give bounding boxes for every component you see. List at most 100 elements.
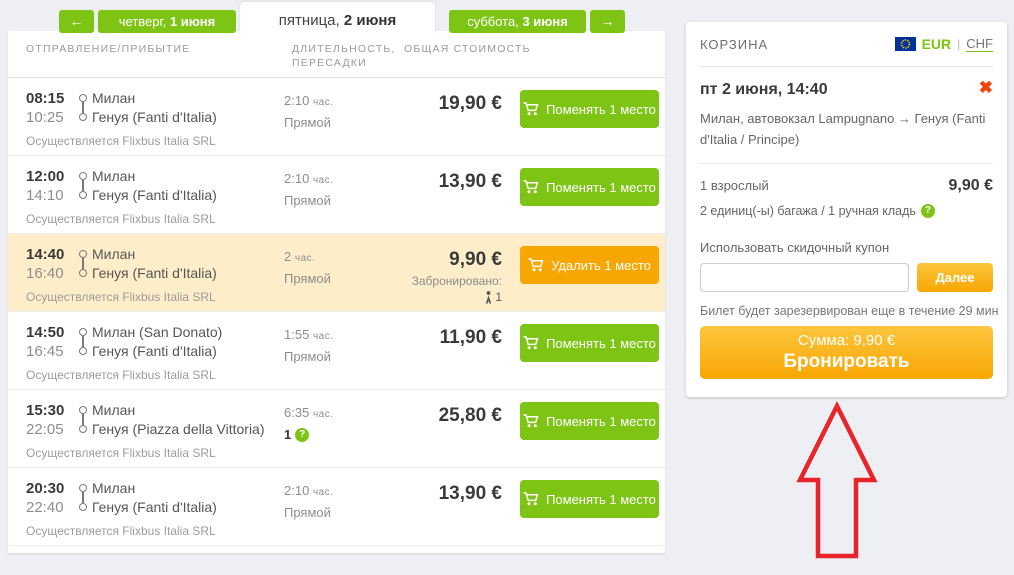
tab-date-label: 3 июня [522,14,568,29]
departure-time: 12:00 [26,168,65,185]
departure-time: 08:15 [26,90,65,107]
arrival-stop: Генуя (Fanti d'Italia) [92,109,217,125]
departure-stop: Милан [92,90,136,106]
booked-count: 1 [388,290,502,304]
next-day-button[interactable]: → [590,10,625,33]
remove-item-icon[interactable]: ✖ [978,78,993,97]
departure-stop: Милан [92,168,136,184]
cart-icon [523,180,539,194]
transfer-info: Прямой ? [284,349,331,364]
date-tabbar: ← четверг, 1 июня пятница, 2 июня суббот… [0,0,670,38]
cart-item-route: Милан, автовокзал Lampugnano → Генуя (Fa… [700,111,986,147]
currency-eur[interactable]: EUR [921,36,952,52]
tab-day-label: суббота, [467,14,523,29]
transfer-help-icon[interactable]: ? [295,428,310,442]
transfer-info: Прямой ? [284,193,331,208]
route-connector-icon [74,479,92,517]
duration-value: 2:10 час. [284,171,334,186]
departure-time: 14:40 [26,246,65,263]
seat-button-label: Поменять 1 место [546,335,656,351]
seat-button-label: Поменять 1 место [546,491,656,507]
trip-row: 14:40 16:40 Милан Генуя (Fanti d'Italia)… [8,234,665,312]
currency-separator: | [957,37,961,51]
arrival-time: 14:10 [26,187,64,204]
cart-title: КОРЗИНА [700,36,769,52]
trip-row: 15:30 22:05 Милан Генуя (Piazza della Vi… [8,390,665,468]
duration-value: 2:10 час. [284,93,334,108]
duration-value: 2:10 час. [284,483,334,498]
cart-icon [528,258,544,272]
arrival-time: 16:40 [26,265,64,282]
tab-thursday[interactable]: четверг, 1 июня [98,10,236,33]
departure-stop: Милан (San Donato) [92,324,223,340]
change-seat-button[interactable]: Поменять 1 место [520,90,659,128]
duration-value: 6:35 час. [284,405,334,420]
operator-note: Осуществляется Flixbus Italia SRL [26,212,216,226]
trip-price: 19,90 € [438,93,502,114]
arrival-time: 10:25 [26,109,64,126]
baggage-help-icon[interactable]: ? [920,203,935,218]
tab-saturday[interactable]: суббота, 3 июня [449,10,586,33]
operator-note: Осуществляется Flixbus Italia SRL [26,290,216,304]
seat-button-label: Поменять 1 место [546,101,656,117]
cart-icon [523,336,539,350]
change-seat-button[interactable]: Поменять 1 место [520,402,659,440]
change-seat-button[interactable]: Поменять 1 место [520,480,659,518]
change-seat-button[interactable]: Поменять 1 место [520,168,659,206]
book-action-label: Бронировать [783,351,910,373]
coupon-label: Использовать скидочный купон [700,239,890,255]
baggage-label: 2 единиц(-ы) багажа / 1 ручная кладь [700,203,916,218]
trip-row: 12:00 14:10 Милан Генуя (Fanti d'Italia)… [8,156,665,234]
route-connector-icon [74,245,92,283]
cart-icon [523,492,539,506]
tab-friday-active[interactable]: пятница, 2 июня [240,2,435,38]
departure-stop: Милан [92,402,136,418]
coupon-apply-button[interactable]: Далее [917,262,993,292]
passenger-price: 9,90 € [948,176,993,194]
column-header-price: ОБЩАЯ СТОИМОСТЬ [404,43,531,55]
cart-item: пт 2 июня, 14:40 ✖ Милан, автовокзал Lam… [700,67,993,164]
trip-row: 20:30 22:40 Милан Генуя (Fanti d'Italia)… [8,468,665,546]
person-icon [486,290,492,303]
arrival-stop: Генуя (Fanti d'Italia) [92,499,217,515]
prev-day-button[interactable]: ← [59,10,94,33]
arrival-stop: Генуя (Piazza della Vittoria) [92,421,265,437]
trip-price: 13,90 € [438,483,502,504]
arrival-stop: Генуя (Fanti d'Italia) [92,265,217,281]
change-seat-button[interactable]: Поменять 1 место [520,324,659,362]
trip-price: 11,90 € [439,327,502,348]
cart-panel: КОРЗИНА EUR | CHF пт 2 июня, 14:40 ✖ Мил… [686,22,1007,397]
trip-results-panel: ОТПРАВЛЕНИЕ/ПРИБЫТИЕ ДЛИТЕЛЬНОСТЬ, ПЕРЕСА… [8,31,665,553]
arrival-time: 16:45 [26,343,64,360]
cart-icon [523,414,539,428]
booked-label: Забронировано: [411,274,502,288]
trip-rows: 08:15 10:25 Милан Генуя (Fanti d'Italia)… [8,78,665,546]
route-connector-icon [74,167,92,205]
tab-date-label: 1 июня [169,14,216,29]
book-total-label: Сумма: 9,90 € [797,332,896,350]
remove-seat-button[interactable]: Удалить 1 место [520,246,659,284]
arrival-stop: Генуя (Fanti d'Italia) [92,187,217,203]
arrival-stop: Генуя (Fanti d'Italia) [92,343,217,359]
red-arrow-annotation [796,400,878,559]
cart-item-date: пт 2 июня, 14:40 [700,81,828,98]
trip-row: 08:15 10:25 Милан Генуя (Fanti d'Italia)… [8,78,665,156]
tab-day-label: четверг, [118,14,170,29]
route-connector-icon [74,89,92,127]
transfer-info: 1 ? [284,425,388,445]
transfer-info: Прямой ? [284,505,331,520]
tab-day-label: пятница, [278,11,344,29]
arrival-time: 22:05 [26,421,64,438]
coupon-input[interactable] [700,262,909,292]
passenger-label: 1 взрослый [700,177,769,193]
currency-chf-link[interactable]: CHF [966,36,993,52]
departure-time: 20:30 [26,480,65,497]
seat-button-label: Удалить 1 место [551,257,651,273]
reservation-timer-note: Билет будет зарезервирован еще в течение… [700,303,999,318]
operator-note: Осуществляется Flixbus Italia SRL [26,524,216,538]
column-header-duration: ДЛИТЕЛЬНОСТЬ, ПЕРЕСАДКИ [292,43,396,69]
column-header-departure: ОТПРАВЛЕНИЕ/ПРИБЫТИЕ [26,43,191,55]
book-button[interactable]: Сумма: 9,90 € Бронировать [700,325,993,379]
tab-date-label: 2 июня [343,11,397,29]
operator-note: Осуществляется Flixbus Italia SRL [26,446,216,460]
